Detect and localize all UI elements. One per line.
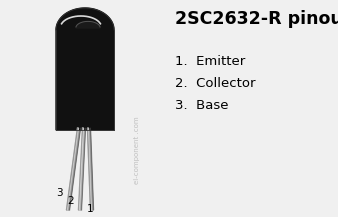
Text: 2.  Collector: 2. Collector [175,77,256,90]
Text: 1.  Emitter: 1. Emitter [175,55,245,68]
Polygon shape [78,128,86,210]
Text: el-component .com: el-component .com [134,116,140,184]
Polygon shape [88,128,92,210]
Polygon shape [76,21,100,28]
Text: 1: 1 [87,204,93,214]
Text: 3.  Base: 3. Base [175,99,228,112]
Text: 2: 2 [68,196,74,206]
Polygon shape [78,128,83,210]
Polygon shape [88,128,94,210]
Polygon shape [67,128,80,210]
Polygon shape [56,8,114,130]
Text: 3: 3 [56,188,62,198]
Polygon shape [67,128,78,210]
Text: 2SC2632-R pinout: 2SC2632-R pinout [175,10,338,28]
